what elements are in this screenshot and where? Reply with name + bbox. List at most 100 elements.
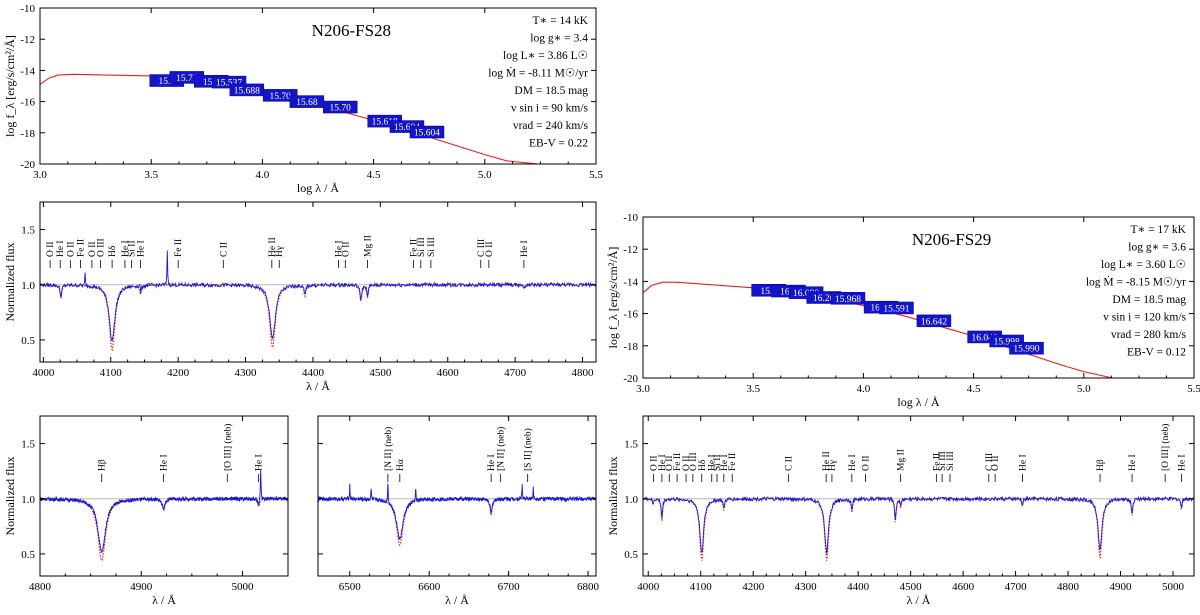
line-id-label: C III [477,239,487,257]
y-axis-label: Normalized flux [606,457,620,536]
x-axis-label: log λ / Å [897,395,939,409]
photometry-box [1009,341,1044,355]
y-tick-label: -20 [20,159,35,171]
x-tick-label: 4.0 [857,383,871,395]
stellar-parameter: v sin i = 90 km/s [511,103,589,115]
photometry-label: 15.998 [994,337,1020,347]
y-tick-label: 0.5 [21,335,35,347]
x-tick-label: 5.0 [478,169,492,181]
y-tick-label: -18 [20,128,35,140]
line-id-label: [O III] (neb) [222,424,233,471]
x-tick-label: 4600 [952,581,975,593]
stellar-parameter: T∗ = 17 kK [1130,224,1186,236]
x-tick-label: 4600 [437,367,460,379]
line-id-label: O II [649,455,659,471]
stellar-parameter: vrad = 240 km/s [513,120,589,132]
panel-full-fs29: 4000 4100 4200 4300 4400 4500 4600 4700 4800 4900… [606,415,1195,607]
x-tick-label: 3.5 [144,169,158,181]
x-tick-label: 4400 [847,581,870,593]
line-id-label: He I [136,240,146,257]
y-tick-label: 1.5 [21,439,35,451]
line-id-label: Hδ [108,245,118,257]
line-id-label: Hβ [1096,459,1106,471]
y-tick-label: -12 [623,244,638,256]
y-tick-label: 0.5 [624,549,638,561]
plot-frame [642,216,1195,379]
line-id-label: [S II] (neb) [523,428,534,471]
line-id-label: O II [46,241,56,257]
line-id-label: O II [682,455,692,471]
x-axis-label: λ / Å [907,593,931,607]
y-tick-label: -12 [20,34,35,46]
photometry-label: 15.591 [883,304,909,314]
x-tick-label: 4800 [29,581,52,593]
line-id-label: Fe II [76,239,86,257]
line-id-label: O III [689,452,699,471]
x-tick-label: 4000 [637,581,660,593]
line-id-label: [N II] (neb) [383,427,394,471]
line-id-label: He I [848,454,858,471]
photometry-box [916,314,952,328]
photometry-label: 15.5 [760,287,777,297]
x-tick-label: 5000 [1162,581,1185,593]
stellar-parameter: DM = 18.5 mag [1112,294,1186,306]
plot-frame [317,415,597,577]
line-id-label: He I [121,240,131,257]
x-tick-label: 5.5 [1187,383,1200,395]
line-id-label: Hγ [275,246,285,257]
photometry-label: 15.7 [158,77,175,87]
line-id-label: C II [784,456,794,471]
line-id-label: Hα [396,459,406,471]
plot-frame [39,7,597,165]
panel-sed-fs28: 15.7 15.71 15.715.53715.68815.7015.6815.70… [3,3,603,195]
x-tick-label: 6800 [577,581,600,593]
x-tick-label: 4400 [302,367,325,379]
stellar-parameter: log g∗ = 3.6 [1128,242,1186,254]
sed-model-curve [643,281,1113,378]
line-id-label: He I [159,454,169,471]
line-id-label: Hγ [828,460,838,471]
plot-area [40,250,596,352]
x-tick-label: 4700 [504,367,527,379]
x-tick-label: 4300 [795,581,818,593]
x-tick-label: 4.0 [256,169,270,181]
model-spectrum [40,284,596,352]
x-axis-label: λ / Å [152,593,176,607]
line-id-label: Hβ [98,459,108,471]
line-id-label: Si III [417,237,427,257]
x-tick-label: 4500 [369,367,392,379]
x-tick-label: 6600 [418,581,441,593]
x-tick-label: 5000 [231,581,254,593]
stellar-parameter: log L∗ = 3.86 L☉ [503,50,588,62]
x-tick-label: 4100 [100,367,123,379]
observed-spectrum [318,483,596,541]
line-id-label: Hδ [698,459,708,471]
model-spectrum [318,498,596,546]
photometry-label: 15.7 [203,78,220,88]
x-tick-label: 4200 [742,581,765,593]
panel-sed-fs29: 15.516.516.09016.2015.96816.1015.59116.6… [606,212,1200,409]
photometry-label: 15.537 [216,79,242,89]
photometry-label: 15.990 [1013,345,1039,355]
x-tick-label: 3.5 [746,383,760,395]
photometry-label: 16.642 [921,317,947,327]
x-axis-label: λ / Å [445,593,469,607]
x-tick-label: 4300 [235,367,258,379]
line-id-label: Si II [128,240,138,257]
y-tick-label: 1.5 [624,439,638,451]
line-id-label: Si II [713,454,723,471]
x-tick-label: 4900 [130,581,153,593]
line-id-label: [N II] (neb) [496,427,507,471]
line-id-label: O II [341,241,351,257]
line-id-label: O II [88,241,98,257]
x-tick-label: 4500 [900,581,923,593]
y-tick-label: -10 [20,3,35,15]
line-id-label: Mg II [364,235,374,257]
line-id-label: C II [219,242,229,257]
photometry-box [830,292,866,305]
line-id-label: He I [1018,454,1028,471]
x-tick-label: 4900 [1110,581,1133,593]
line-id-label: He I [335,240,345,257]
line-id-label: O III [97,238,107,257]
stellar-parameter: T∗ = 14 kK [532,15,588,27]
